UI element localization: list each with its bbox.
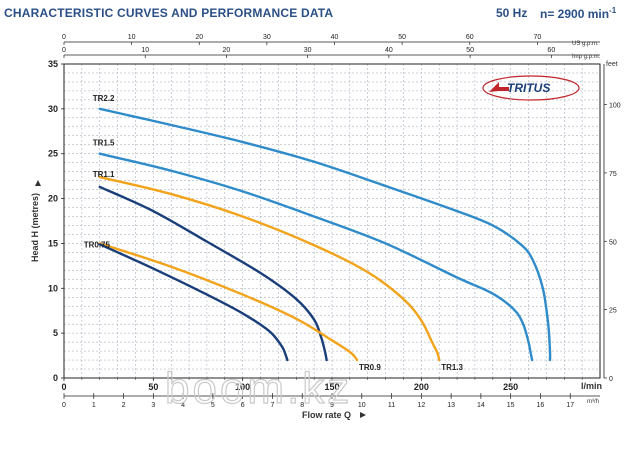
- logo-ring: [482, 75, 580, 101]
- y-axis-arrow-icon: [35, 180, 41, 186]
- lmin-tick-label: 250: [503, 382, 518, 392]
- series-label-tr1-5: TR1.5: [93, 139, 115, 148]
- series-label-tr0-9: TR0.9: [359, 363, 381, 372]
- impgpm-tick-label: 40: [385, 47, 393, 54]
- series-label-tr2-2: TR2.2: [93, 94, 115, 103]
- m3h-tick-label: 5: [211, 402, 215, 409]
- head-tick-label: 35: [48, 59, 58, 69]
- head-tick-label: 10: [48, 283, 58, 293]
- impgpm-tick-label: 0: [62, 47, 66, 54]
- speed-exponent: -1: [609, 6, 617, 15]
- m3h-tick-label: 10: [358, 402, 366, 409]
- m3h-tick-label: 14: [477, 402, 485, 409]
- frequency-label: 50 Hz: [496, 6, 528, 20]
- series-label-tr1-3: TR1.3: [441, 363, 463, 372]
- chart-labels: TR2.2 TR1.5 TR1.3 TR1.1 TR0.9 TR0.75: [84, 94, 464, 372]
- curve-tr1-3: [98, 175, 441, 362]
- head-tick-label: 15: [48, 238, 58, 248]
- usgpm-tick-label: 70: [533, 34, 541, 41]
- logo-text: TRITUS: [507, 81, 550, 95]
- head-tick-label: 5: [53, 328, 58, 338]
- m3h-tick-label: 4: [181, 402, 185, 409]
- head-tick-label: 30: [48, 104, 58, 114]
- m3h-tick-label: 0: [62, 402, 66, 409]
- usgpm-tick-label: 50: [398, 34, 406, 41]
- curve-tr1-1: [98, 185, 328, 362]
- speed-label: n= 2900 min-1: [540, 6, 616, 21]
- impgpm-tick-label: 50: [466, 47, 474, 54]
- page-title: CHARACTERISTIC CURVES AND PERFORMANCE DA…: [4, 6, 334, 20]
- feet-tick-label: 75: [609, 171, 617, 178]
- y-right-axis-label: feet: [606, 61, 618, 68]
- m3h-tick-label: 12: [417, 402, 425, 409]
- usgpm-unit-label: US g.p.m.: [572, 41, 599, 47]
- lmin-tick-label: 0: [61, 382, 66, 392]
- lmin-tick-label: 200: [414, 382, 429, 392]
- impgpm-tick-label: 60: [547, 47, 555, 54]
- curve-tr2-2: [98, 107, 552, 362]
- series-label-tr1-1: TR1.1: [93, 170, 115, 179]
- m3h-tick-label: 2: [122, 402, 126, 409]
- usgpm-tick-label: 40: [331, 34, 339, 41]
- head-tick-label: 20: [48, 194, 58, 204]
- m3h-tick-label: 13: [447, 402, 455, 409]
- lmin-tick-label: 150: [324, 382, 339, 392]
- series-label-tr0-75: TR0.75: [84, 240, 111, 249]
- head-tick-label: 25: [48, 149, 58, 159]
- m3h-tick-label: 15: [507, 402, 515, 409]
- curve-tr1-5: [98, 152, 534, 362]
- m3h-tick-label: 1: [92, 402, 96, 409]
- feet-tick-label: 100: [609, 103, 621, 110]
- watermark: boom.kz: [165, 364, 352, 413]
- usgpm-tick-label: 20: [195, 34, 203, 41]
- impgpm-tick-label: 20: [223, 47, 231, 54]
- chart-curves: [98, 107, 552, 362]
- usgpm-tick-label: 10: [128, 34, 136, 41]
- chart-grid: [64, 64, 600, 378]
- logo-swoosh: [489, 82, 509, 92]
- m3h-tick-label: 16: [537, 402, 545, 409]
- m3h-tick-label: 3: [151, 402, 155, 409]
- m3h-tick-label: 11: [388, 402, 395, 409]
- usgpm-tick-label: 30: [263, 34, 271, 41]
- head-tick-label: 0: [53, 373, 58, 383]
- curve-tr0-75: [98, 243, 289, 362]
- lmin-unit-label: l/min: [581, 381, 602, 391]
- m3h-tick-label: 7: [270, 402, 274, 409]
- usgpm-tick-label: 60: [466, 34, 474, 41]
- m3h-tick-label: 17: [566, 402, 574, 409]
- lmin-tick-label: 50: [148, 382, 158, 392]
- feet-tick-label: 50: [609, 239, 617, 246]
- x-axis-label: Flow rate Q: [302, 410, 351, 420]
- m3h-unit-label: m³/h: [587, 399, 599, 405]
- impgpm-unit-label: Imp g.p.m.: [572, 54, 601, 60]
- usgpm-tick-label: 0: [62, 34, 66, 41]
- tritus-logo: TRITUS: [482, 75, 580, 101]
- lmin-tick-label: 100: [235, 382, 250, 392]
- impgpm-tick-label: 10: [141, 47, 149, 54]
- x-axis-arrow-icon: [360, 412, 366, 418]
- y-axis-label: Head H (metres): [30, 193, 40, 262]
- m3h-tick-label: 8: [300, 402, 304, 409]
- speed-text: n= 2900 min: [540, 7, 610, 21]
- m3h-tick-label: 9: [330, 402, 334, 409]
- m3h-tick-label: 6: [241, 402, 245, 409]
- curve-tr0-9: [98, 242, 359, 362]
- impgpm-tick-label: 30: [304, 47, 312, 54]
- feet-tick-label: 0: [609, 376, 613, 383]
- feet-tick-label: 25: [609, 308, 617, 315]
